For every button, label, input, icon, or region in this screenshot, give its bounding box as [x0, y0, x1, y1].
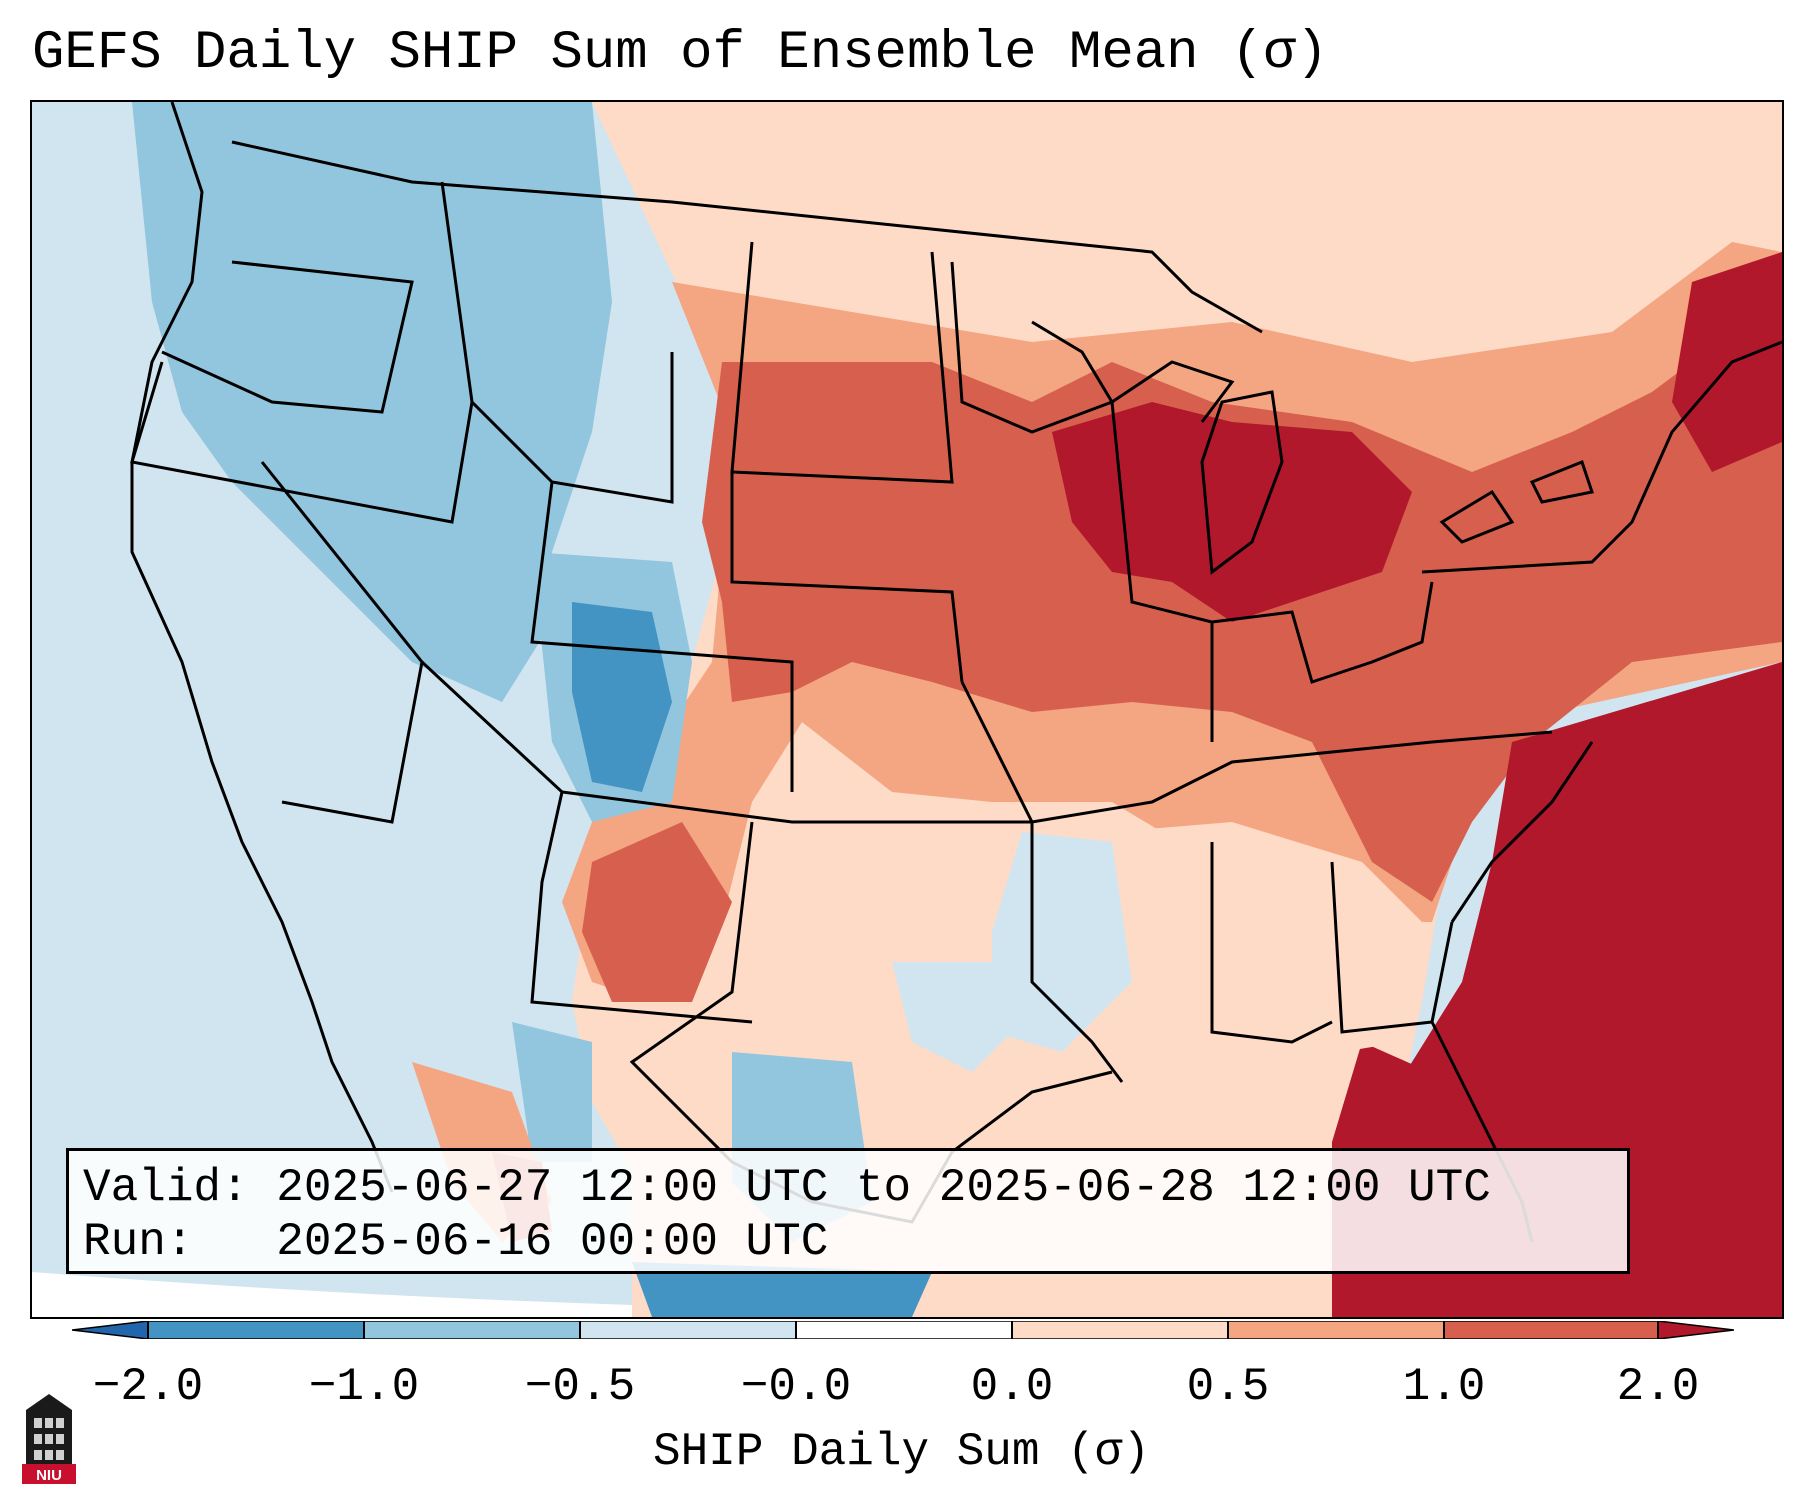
- run-label: Run:: [83, 1216, 194, 1268]
- map-panel: [30, 100, 1784, 1319]
- logo-windows: [34, 1418, 64, 1460]
- colorbar-segment: [580, 1321, 796, 1339]
- colorbar-tick-label: 0.0: [970, 1361, 1054, 1413]
- texas-light: [892, 962, 1022, 1072]
- ohio-border: [1211, 581, 1434, 684]
- middle-latitude-border: [960, 681, 1553, 824]
- pacific-coastline: [130, 102, 394, 1193]
- valid-value: 2025-06-27 12:00 UTC to 2025-06-28 12:00…: [276, 1162, 1491, 1214]
- valid-line: Valid: 2025-06-27 12:00 UTC to 2025-06-2…: [83, 1161, 1613, 1215]
- colorbar-tick-label: −0.5: [524, 1361, 636, 1413]
- run-line: Run: 2025-06-16 00:00 UTC: [83, 1215, 1613, 1269]
- pennsylvania-ny-border: [1421, 340, 1782, 574]
- arizona-nm-border: [530, 791, 753, 1024]
- logo-tower-shape: [26, 1394, 72, 1464]
- logo-band: [22, 1464, 76, 1484]
- run-value: 2025-06-16 00:00 UTC: [276, 1216, 829, 1268]
- colorbar-tick-label: −0.0: [740, 1361, 852, 1413]
- minnesota-border: [950, 261, 1115, 434]
- colorbar-low-extend: [72, 1321, 148, 1339]
- arkansas-louisiana-border: [1030, 822, 1124, 1083]
- colorbar-tick-label: −1.0: [308, 1361, 420, 1413]
- map-canvas: [32, 102, 1782, 1317]
- georgia-border: [1330, 861, 1454, 1034]
- lower-mississippi-blue: [992, 832, 1132, 1052]
- colorbar-tick-label: 1.0: [1402, 1361, 1486, 1413]
- colorbar-segment: [1444, 1321, 1658, 1339]
- colorbar-segment: [1012, 1321, 1228, 1339]
- illinois-border: [1110, 401, 1214, 742]
- lake-ontario: [1529, 460, 1594, 504]
- southern-blue: [632, 1262, 932, 1317]
- mexico-blue-a: [512, 1022, 592, 1162]
- northeast-core: [1672, 252, 1782, 472]
- colorbar: [72, 1321, 1734, 1339]
- canada-border: [231, 140, 1263, 334]
- nebraska-border: [730, 472, 964, 683]
- valid-label: Valid:: [83, 1162, 249, 1214]
- alabama-border: [1210, 842, 1333, 1044]
- lake-superior: [1111, 360, 1235, 423]
- oregon-border: [130, 361, 474, 524]
- logo-text: NIU: [36, 1467, 62, 1484]
- colorbar-segment: [148, 1321, 364, 1339]
- colorbar-segment: [364, 1321, 580, 1339]
- dakotas-border: [730, 241, 954, 484]
- lake-erie: [1439, 489, 1515, 544]
- northwest-blue: [132, 102, 612, 702]
- washington-border: [161, 260, 414, 414]
- colorbar-ticks: [147, 1321, 1659, 1339]
- colorbar-high-extend: [1658, 1321, 1734, 1339]
- colorbar-title: SHIP Daily Sum (σ): [653, 1426, 1150, 1478]
- great-lakes-core: [1052, 402, 1412, 622]
- valid-run-info: Valid: 2025-06-27 12:00 UTC to 2025-06-2…: [66, 1148, 1630, 1274]
- lake-michigan: [1200, 390, 1284, 575]
- carolina-coast: [1450, 741, 1594, 923]
- nm-red: [582, 822, 732, 1002]
- colorbar-tick-label: −2.0: [92, 1361, 204, 1413]
- colorbar-segment: [796, 1321, 1012, 1339]
- four-corners-border: [420, 660, 1032, 824]
- nevada-border: [260, 461, 424, 824]
- chart-title: GEFS Daily SHIP Sum of Ensemble Mean (σ): [32, 23, 1329, 84]
- colorbar-segment: [1228, 1321, 1444, 1339]
- projection-edge: [32, 1272, 1782, 1317]
- niu-logo: NIU: [22, 1394, 76, 1484]
- wyoming-colorado-border: [530, 481, 794, 792]
- colorbar-tick-label: 0.5: [1186, 1361, 1270, 1413]
- colorbar-tick-label: 2.0: [1616, 1361, 1700, 1413]
